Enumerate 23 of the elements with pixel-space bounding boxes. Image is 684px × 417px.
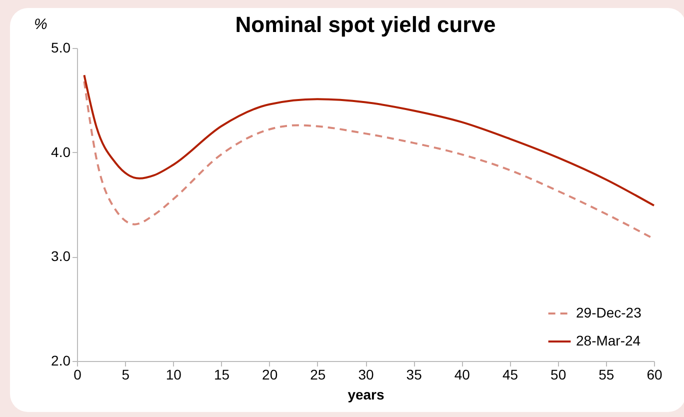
x-tick-label: 55 — [598, 366, 614, 382]
x-axis-title: years — [348, 386, 385, 402]
line-series — [83, 74, 655, 207]
x-tick-label: 25 — [310, 366, 326, 382]
x-tick-label: 0 — [74, 366, 82, 382]
legend-label: 29-Dec-23 — [576, 304, 642, 320]
x-tick-label: 50 — [550, 366, 566, 382]
y-tick-label: 3.0 — [51, 248, 71, 264]
legend-label: 28-Mar-24 — [576, 332, 641, 348]
x-tick-label: 5 — [122, 366, 130, 382]
x-tick-label: 45 — [502, 366, 518, 382]
x-tick-label: 30 — [358, 366, 374, 382]
y-tick-label: 4.0 — [51, 144, 71, 160]
x-tick-label: 10 — [166, 366, 182, 382]
y-tick-label: 5.0 — [51, 40, 71, 56]
y-tick-label: 2.0 — [51, 352, 71, 368]
x-tick-label: 40 — [454, 366, 470, 382]
x-tick-label: 20 — [262, 366, 278, 382]
x-tick-label: 15 — [214, 366, 230, 382]
x-tick-label: 35 — [406, 366, 422, 382]
x-tick-label: 60 — [646, 366, 662, 382]
y-axis-title: % — [34, 16, 48, 33]
chart-title: Nominal spot yield curve — [235, 12, 496, 37]
